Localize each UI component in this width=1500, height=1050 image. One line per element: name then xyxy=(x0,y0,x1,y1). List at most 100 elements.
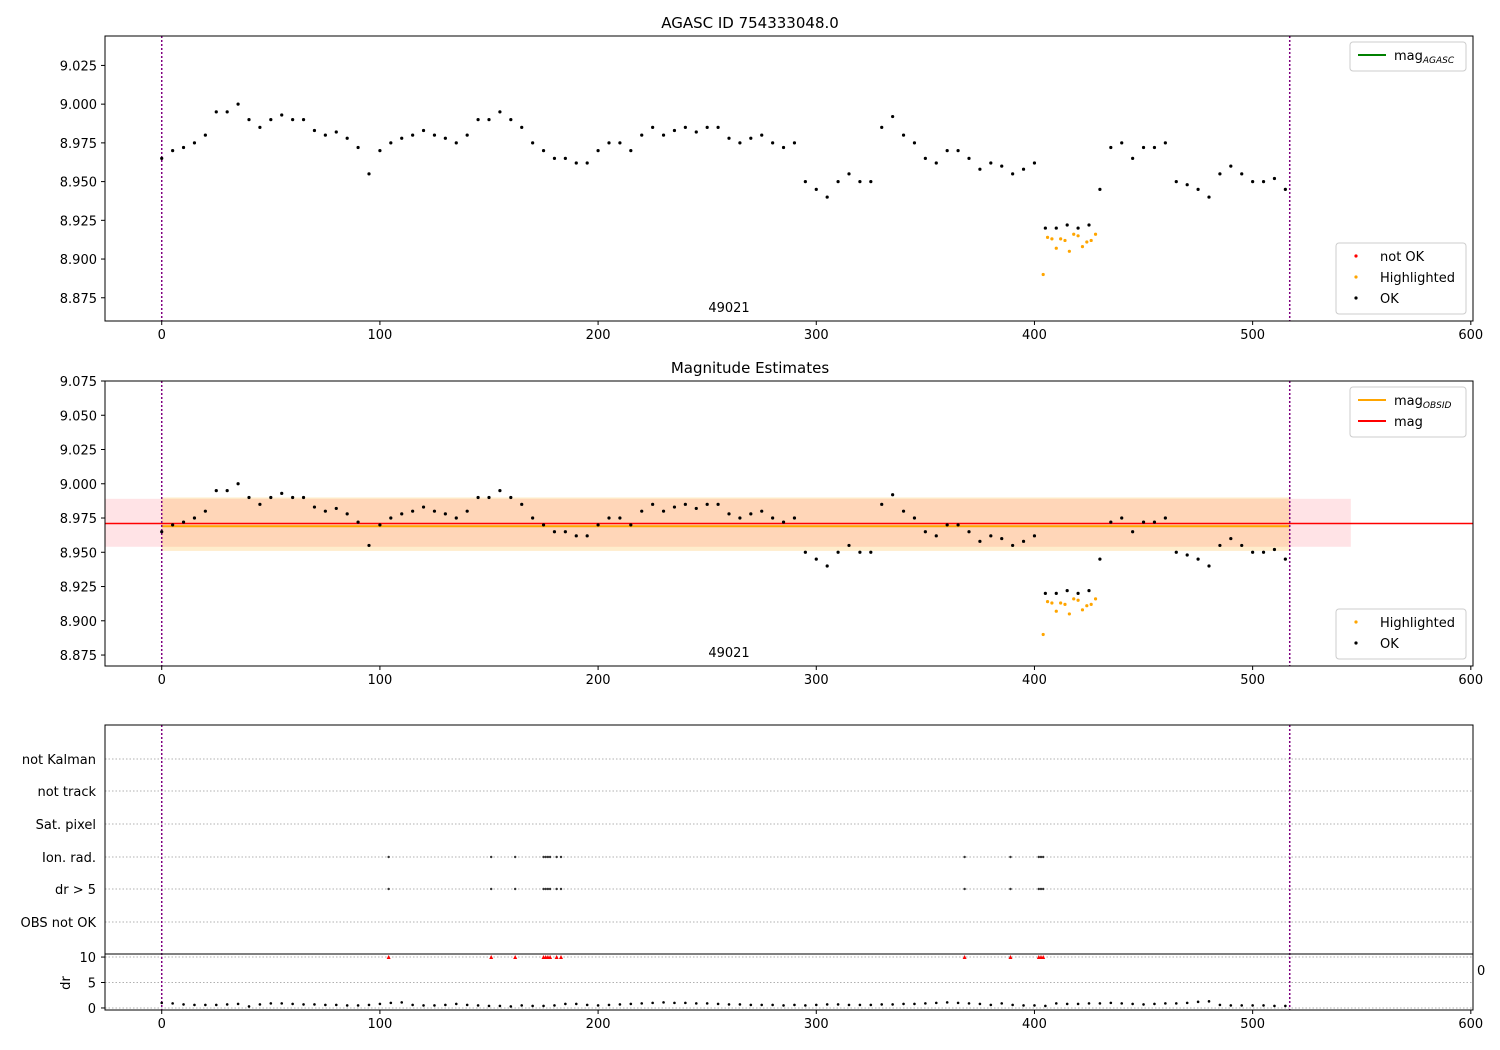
ok-point xyxy=(803,179,807,184)
dr-point xyxy=(1044,1004,1047,1008)
x-tick-label: 500 xyxy=(1240,328,1265,343)
dr-point xyxy=(1284,1004,1287,1008)
ok-point xyxy=(454,516,458,520)
ok-point xyxy=(1251,179,1255,184)
flag-point xyxy=(1039,855,1043,859)
highlighted-point xyxy=(1080,245,1085,249)
ok-point xyxy=(225,489,229,493)
highlighted-point xyxy=(1089,602,1093,606)
ok-point xyxy=(531,516,535,520)
dr-point xyxy=(934,1001,938,1005)
ok-point xyxy=(1054,591,1058,595)
ok-point xyxy=(869,550,873,554)
ok-point xyxy=(825,195,829,199)
ok-point xyxy=(1261,179,1266,184)
ok-point xyxy=(858,550,862,554)
dr-point xyxy=(542,1004,545,1008)
highlighted-point xyxy=(1054,609,1058,613)
dr-point xyxy=(269,1002,273,1005)
ok-point xyxy=(400,136,404,140)
y-tick-label: 9.025 xyxy=(60,59,97,74)
y-tick-label: 8.925 xyxy=(60,581,97,596)
dr-point xyxy=(411,1003,414,1007)
ok-point xyxy=(705,125,709,129)
ok-point xyxy=(541,523,546,527)
ok-point xyxy=(640,133,644,137)
flag-point xyxy=(1009,855,1012,859)
ok-point xyxy=(1076,226,1080,230)
ok-point xyxy=(378,149,382,153)
flag-row-label: not track xyxy=(37,785,96,800)
highlighted-point xyxy=(1076,598,1080,602)
dr-tick-label: 10 xyxy=(79,951,96,966)
ok-point xyxy=(738,141,742,145)
flag-point xyxy=(963,855,966,859)
highlighted-point xyxy=(1050,601,1054,605)
ok-point xyxy=(836,550,840,554)
x-tick-label: 600 xyxy=(1458,673,1483,688)
highlighted-point xyxy=(1072,232,1076,236)
ok-point xyxy=(487,118,491,122)
dr-point xyxy=(444,1003,447,1007)
dr-clipped-marker xyxy=(1041,955,1046,960)
dr-point xyxy=(433,1004,436,1007)
dr-clipped-marker xyxy=(962,955,967,960)
flag-point xyxy=(387,887,390,891)
legend-subscript: OBSID xyxy=(1423,401,1452,411)
ok-point xyxy=(945,149,949,153)
dr-point xyxy=(356,1004,360,1007)
ok-point xyxy=(880,502,884,506)
highlighted-point xyxy=(1050,237,1054,241)
ok-point xyxy=(792,516,797,520)
ok-point xyxy=(574,534,578,538)
dr-tick-label: 0 xyxy=(88,1002,96,1017)
ok-point xyxy=(901,509,906,513)
ok-point xyxy=(1131,530,1135,534)
flag-point xyxy=(1037,887,1041,891)
ok-point xyxy=(781,145,786,150)
ok-point xyxy=(1120,141,1124,145)
dr-point xyxy=(651,1001,654,1005)
ok-point xyxy=(760,133,764,137)
ok-point xyxy=(1185,183,1189,187)
dr-point xyxy=(847,1003,851,1007)
dr-point xyxy=(1153,1002,1156,1006)
dr-point xyxy=(1065,1002,1069,1006)
ok-point xyxy=(1218,543,1222,548)
flag-point xyxy=(546,887,550,891)
ok-point xyxy=(1261,550,1266,554)
dr-point xyxy=(945,1001,949,1004)
ok-point xyxy=(552,156,557,160)
y-tick-label: 9.075 xyxy=(60,375,97,390)
ok-point xyxy=(1152,520,1157,524)
flag-point xyxy=(559,855,563,859)
highlighted-point xyxy=(1093,232,1098,236)
ok-point xyxy=(607,141,611,145)
highlighted-point xyxy=(1045,600,1050,604)
ok-point xyxy=(291,118,295,122)
x-tick-label: 100 xyxy=(367,673,392,688)
ok-point xyxy=(1141,145,1146,150)
dr-point xyxy=(334,1003,338,1007)
ok-point xyxy=(1043,226,1047,230)
ok-point xyxy=(891,493,895,497)
ok-point xyxy=(618,516,622,520)
ok-point xyxy=(421,128,426,133)
ok-point xyxy=(836,179,840,184)
ok-point xyxy=(509,118,513,122)
x-tick-label: 0 xyxy=(158,673,166,688)
ok-point xyxy=(1087,223,1091,227)
ok-point xyxy=(1272,176,1277,181)
ok-point xyxy=(847,543,851,548)
ok-point xyxy=(803,550,807,554)
ok-point xyxy=(563,530,567,534)
dr-point xyxy=(662,1001,665,1004)
ok-point xyxy=(651,125,655,129)
highlighted-point xyxy=(1041,272,1045,277)
flag-point xyxy=(1009,887,1012,891)
dr-point xyxy=(1120,1002,1124,1005)
ok-point xyxy=(509,495,513,500)
flag-point xyxy=(544,855,547,859)
dr-point xyxy=(378,1002,382,1006)
ok-point xyxy=(225,110,229,114)
